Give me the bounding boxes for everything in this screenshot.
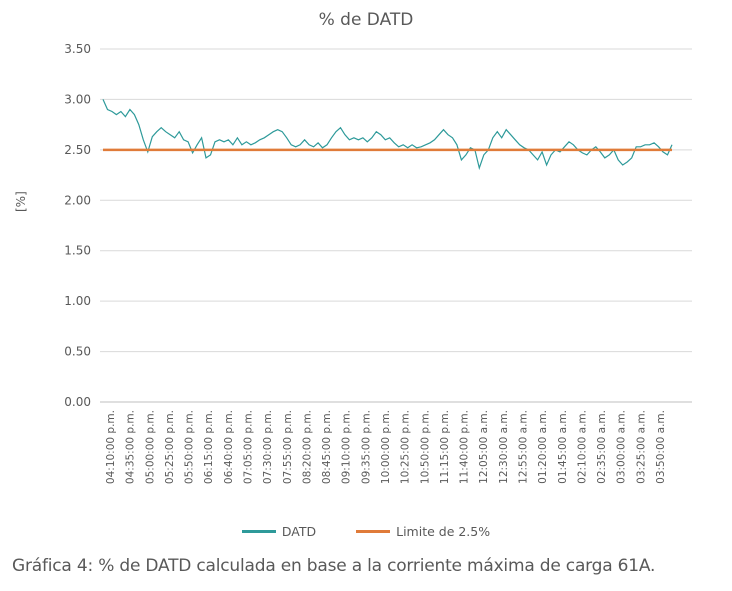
x-tick-label: 10:50:00 p.m. [419, 410, 431, 484]
y-tick-label: 1.50 [64, 244, 91, 258]
y-tick-labels: 0.00 0.50 1.00 1.50 2.00 2.50 3.00 3.50 [64, 42, 91, 409]
x-tick-label: 06:15:00 p.m. [203, 410, 215, 484]
x-tick-label: 03:00:00 a.m. [616, 410, 628, 484]
gridlines [100, 48, 692, 403]
legend-item-limit: Limite de 2.5% [356, 524, 490, 539]
x-tick-label: 06:40:00 p.m. [223, 410, 235, 484]
legend: DATD Limite de 2.5% [0, 524, 732, 539]
x-tick-label: 11:40:00 p.m. [459, 410, 471, 484]
x-tick-label: 02:35:00 a.m. [596, 410, 608, 484]
x-tick-label: 12:30:00 a.m. [498, 410, 510, 484]
y-tick-label: 3.50 [64, 42, 91, 56]
x-tick-label: 04:10:00 p.m. [105, 410, 117, 484]
x-tick-label: 12:55:00 a.m. [518, 410, 530, 484]
chart-title: % de DATD [318, 10, 414, 30]
x-tick-label: 10:25:00 p.m. [400, 410, 412, 484]
y-tick-label: 0.00 [64, 395, 91, 409]
y-tick-label: 2.50 [64, 143, 91, 157]
x-tick-label: 09:35:00 p.m. [360, 410, 372, 484]
figure-caption: Gráfica 4: % de DATD calculada en base a… [12, 556, 656, 576]
x-tick-labels: 04:10:00 p.m. 04:35:00 p.m. 05:00:00 p.m. 0… [105, 410, 667, 484]
y-tick-label: 1.00 [64, 294, 91, 308]
x-tick-label: 07:55:00 p.m. [282, 410, 294, 484]
x-tick-label: 08:45:00 p.m. [321, 410, 333, 484]
legend-label-datd: DATD [281, 524, 317, 539]
legend-label-limit: Limite de 2.5% [396, 524, 491, 539]
x-tick-label: 12:05:00 a.m. [478, 410, 490, 484]
y-tick-label: 0.50 [64, 345, 91, 359]
y-tick-label: 3.00 [64, 92, 91, 106]
x-tick-label: 03:25:00 a.m. [635, 410, 647, 484]
series-line-datd [102, 99, 673, 171]
legend-swatch-datd [241, 530, 276, 533]
x-tick-label: 01:45:00 a.m. [557, 410, 569, 484]
x-tick-label: 05:50:00 p.m. [184, 410, 196, 484]
legend-item-datd: DATD [241, 524, 317, 539]
x-tick-label: 04:35:00 p.m. [125, 410, 137, 484]
x-tick-label: 05:25:00 p.m. [164, 410, 176, 484]
chart-plot: 0.00 0.50 1.00 1.50 2.00 2.50 3.00 3.50 04:10:0… [64, 42, 692, 484]
x-tick-label: 03:50:00 a.m. [655, 410, 667, 484]
x-tick-label: 08:20:00 p.m. [301, 410, 313, 484]
x-tick-label: 05:00:00 p.m. [144, 410, 156, 484]
y-tick-label: 2.00 [64, 193, 91, 207]
x-tick-label: 07:05:00 p.m. [243, 410, 255, 484]
legend-swatch-limit [356, 530, 391, 533]
x-tick-label: 09:10:00 p.m. [341, 410, 353, 484]
x-tick-label: 11:15:00 p.m. [439, 410, 451, 484]
x-tick-label: 02:10:00 a.m. [576, 410, 588, 484]
x-tick-label: 10:00:00 p.m. [380, 410, 392, 484]
x-tick-label: 01:20:00 a.m. [537, 410, 549, 484]
x-tick-label: 07:30:00 p.m. [262, 410, 274, 484]
